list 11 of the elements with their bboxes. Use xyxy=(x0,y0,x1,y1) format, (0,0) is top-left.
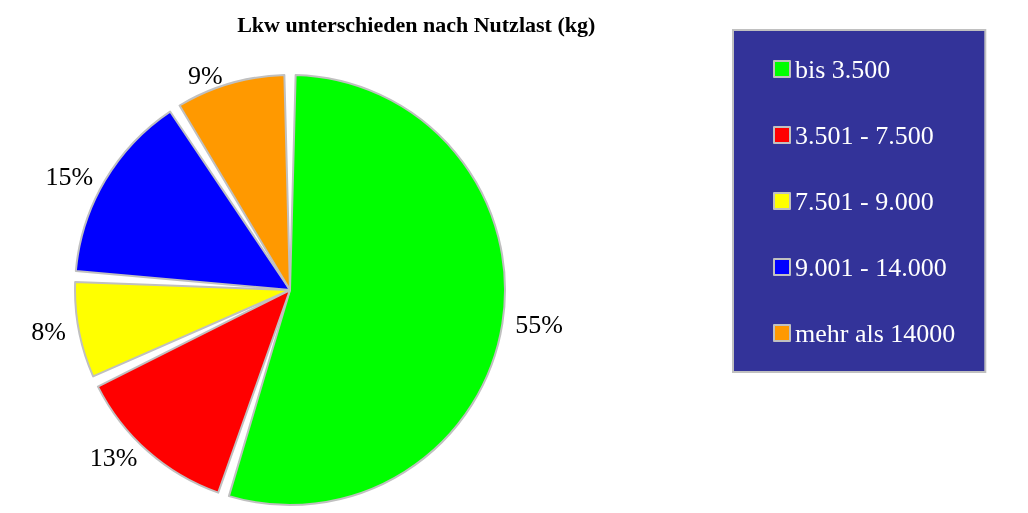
legend-label: bis 3.500 xyxy=(795,54,891,84)
data-label: 8% xyxy=(31,317,66,347)
chart-title: Lkw unterschieden nach Nutzlast (kg) xyxy=(237,11,596,37)
legend-label: mehr als 14000 xyxy=(795,318,956,348)
data-label: 9% xyxy=(188,61,223,91)
legend-label: 3.501 - 7.500 xyxy=(795,120,934,150)
data-label: 15% xyxy=(45,161,94,191)
legend-label: 7.501 - 9.000 xyxy=(795,186,934,216)
legend-label: 9.001 - 14.000 xyxy=(795,252,947,282)
data-label: 13% xyxy=(89,442,138,472)
data-label: 55% xyxy=(515,310,563,340)
